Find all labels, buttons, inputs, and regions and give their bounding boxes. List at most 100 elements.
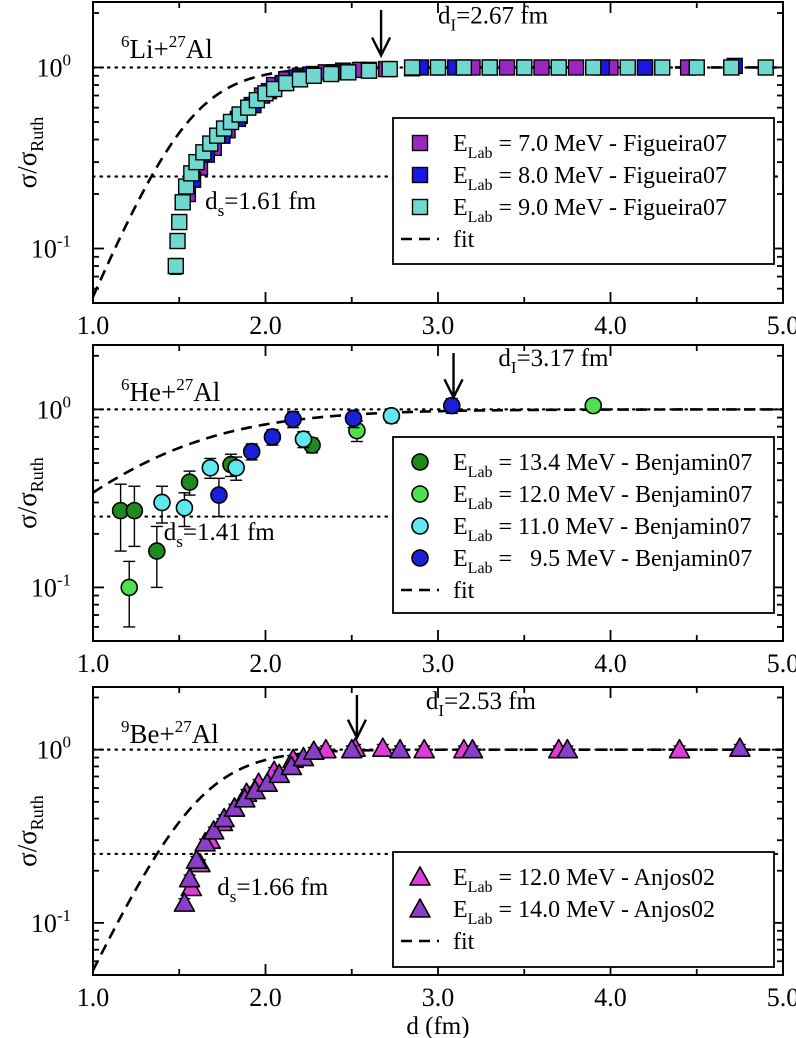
legend-item: ELab = 9.5 MeV - Benjamin07	[411, 546, 752, 577]
legend-box	[392, 436, 775, 614]
legend-label: ELab = 9.5 MeV - Benjamin07	[453, 546, 752, 577]
data-point-s3	[481, 59, 498, 76]
data-point-s3	[688, 59, 705, 76]
data-point-s1	[180, 473, 199, 491]
x-tick-label: 1.0	[77, 649, 110, 678]
data-point-s3	[381, 60, 398, 78]
x-tick-label: 3.0	[422, 649, 455, 678]
legend-marker	[411, 517, 429, 535]
data-point-s4	[263, 428, 282, 446]
legend-item: ELab = 12.0 MeV - Anjos02	[409, 865, 715, 896]
legend-label: ELab = 11.0 MeV - Benjamin07	[453, 514, 751, 545]
x-tick-label: 1.0	[77, 983, 110, 1012]
legend-label: fit	[453, 578, 475, 604]
y-axis-label: σ/σRuth	[12, 117, 47, 189]
fit-curve	[93, 408, 783, 494]
ds-label: ds=1.66 fm	[217, 874, 329, 906]
data-point-s3	[429, 59, 447, 76]
data-point-s3	[305, 67, 322, 84]
data-point-s3	[167, 257, 185, 275]
data-point-s3	[322, 65, 340, 83]
data-points	[167, 57, 774, 276]
legend-label: ELab = 14.0 MeV - Anjos02	[453, 897, 715, 928]
legend-label: ELab = 12.0 MeV - Benjamin07	[453, 482, 752, 513]
data-point-s2	[636, 59, 654, 76]
dI-label: dI=2.53 fm	[426, 688, 537, 720]
ds-label: ds=1.41 fm	[164, 519, 276, 551]
arrow-head	[443, 378, 464, 401]
legend-marker	[411, 453, 429, 471]
legend-box	[392, 851, 775, 968]
y-tick-label: 10-1	[31, 906, 71, 938]
x-tick-label: 1.0	[77, 311, 110, 340]
data-point-s2	[120, 578, 139, 597]
legend-item: ELab = 11.0 MeV - Benjamin07	[411, 514, 751, 545]
x-tick-label: 2.0	[249, 649, 282, 678]
legend-label: fit	[453, 929, 475, 955]
x-tick-label: 2.0	[249, 983, 282, 1012]
legend-item: ELab = 14.0 MeV - Anjos02	[409, 897, 715, 928]
data-point-s3	[294, 430, 313, 449]
data-point-s3	[340, 64, 357, 81]
legend-box	[392, 117, 775, 265]
y-axis-label: σ/σRuth	[12, 795, 47, 867]
data-point-s3	[171, 213, 188, 231]
legend-item: ELab = 7.0 MeV - Figueira07	[411, 131, 727, 162]
legend-item: ELab = 12.0 MeV - Benjamin07	[411, 482, 752, 513]
x-tick-label: 5.0	[767, 649, 796, 678]
data-point-s2	[461, 738, 484, 759]
data-point-s2	[584, 396, 603, 415]
data-point-s3	[654, 59, 671, 76]
legend-item: fit	[401, 227, 475, 253]
data-point-s2	[556, 738, 579, 759]
data-point-s2	[185, 849, 208, 870]
data-point-s1	[372, 737, 394, 757]
data-point-s3	[169, 232, 186, 250]
x-tick-label: 4.0	[594, 311, 627, 340]
data-point-s4	[284, 410, 302, 429]
data-point-s2	[729, 737, 751, 757]
data-point-s4	[242, 442, 261, 461]
data-point-s3	[360, 62, 378, 79]
data-point-s2	[303, 740, 325, 760]
legend-item: ELab = 13.4 MeV - Benjamin07	[411, 450, 752, 481]
data-point-s3	[174, 194, 191, 211]
x-tick-label: 4.0	[594, 983, 627, 1012]
panel-3: 1.0 2.0 3.0 4.0 5.0 100 10-1 σ/σRuth 9Be+27Al dI=…	[12, 686, 796, 1038]
data-point-s3	[278, 74, 295, 92]
x-tick-label: 5.0	[767, 983, 796, 1012]
panel-1: 1.0 2.0 3.0 4.0 5.0 100 10-1 σ/σRuth 6Li+27Al dI=…	[12, 1, 796, 340]
x-tick-label: 3.0	[422, 311, 455, 340]
x-tick-label: 4.0	[594, 649, 627, 678]
data-point-s3	[757, 59, 774, 76]
legend-label: ELab = 9.0 MeV - Figueira07	[453, 195, 727, 226]
ds-label: ds=1.61 fm	[205, 188, 317, 220]
x-tick-label: 5.0	[767, 311, 796, 340]
data-point-s3	[550, 59, 567, 76]
data-point-s3	[619, 59, 636, 76]
data-point-s3	[201, 458, 220, 477]
x-tick-label: 2.0	[249, 311, 282, 340]
reaction-label: 6He+27Al	[121, 375, 220, 407]
legend-marker	[409, 866, 431, 886]
data-point-s4	[210, 486, 228, 504]
y-axis-label: σ/σRuth	[12, 457, 47, 529]
y-tick-label: 10-1	[31, 570, 71, 602]
dI-label: dI=2.67 fm	[438, 2, 549, 34]
data-point-s1	[413, 738, 435, 759]
data-point-s2	[194, 831, 216, 852]
legend-label: ELab = 8.0 MeV - Figueira07	[453, 163, 727, 194]
data-point-s1	[567, 59, 585, 76]
reaction-label: 9Be+27Al	[121, 717, 219, 749]
data-point-s1	[125, 501, 144, 520]
data-point-s2	[173, 892, 196, 912]
legend-marker	[411, 198, 429, 216]
data-point-s3	[153, 493, 171, 512]
panel-2: 1.0 2.0 3.0 4.0 5.0 100 10-1 σ/σRuth 6He+27Al dI=…	[12, 344, 796, 678]
data-point-s3	[585, 59, 602, 76]
legend-label: ELab = 13.4 MeV - Benjamin07	[453, 450, 752, 481]
data-point-s1	[533, 59, 550, 76]
